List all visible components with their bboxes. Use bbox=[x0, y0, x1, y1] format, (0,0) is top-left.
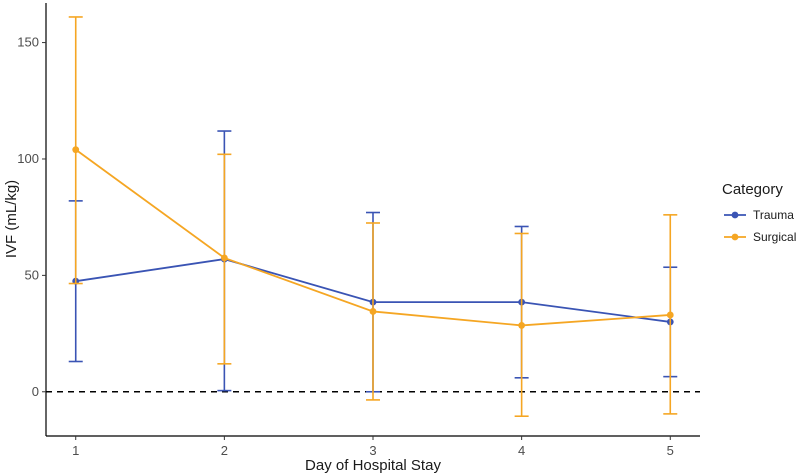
legend-label-trauma: Trauma bbox=[753, 208, 794, 222]
data-point-surgical bbox=[518, 322, 526, 329]
x-tick-label: 4 bbox=[518, 443, 525, 458]
y-tick-label: 0 bbox=[32, 384, 39, 399]
x-tick-label: 1 bbox=[72, 443, 79, 458]
series-surgical bbox=[68, 16, 678, 418]
legend-swatch-point-surgical bbox=[731, 233, 739, 241]
legend-label-surgical: Surgical bbox=[753, 230, 796, 244]
y-tick-label: 150 bbox=[17, 35, 39, 50]
data-point-surgical bbox=[220, 254, 228, 262]
x-tick-label: 3 bbox=[369, 443, 376, 458]
legend-swatch-point-trauma bbox=[731, 211, 739, 219]
data-point-surgical bbox=[369, 308, 377, 315]
y-tick-label: 100 bbox=[17, 151, 39, 166]
y-tick-label: 50 bbox=[25, 267, 39, 282]
x-tick-label: 2 bbox=[221, 443, 228, 458]
legend-entries: Trauma Surgical bbox=[724, 208, 796, 244]
x-axis-ticks: 1 2 3 4 5 bbox=[72, 436, 674, 458]
legend-item-trauma: Trauma bbox=[724, 208, 794, 222]
data-point-surgical bbox=[72, 146, 80, 154]
plot-area bbox=[46, 16, 700, 418]
legend-title: Category bbox=[722, 181, 783, 198]
x-tick-label: 5 bbox=[667, 443, 674, 458]
data-point-surgical bbox=[666, 311, 674, 319]
y-axis-title: IVF (mL/kg) bbox=[3, 180, 20, 258]
x-axis-title: Day of Hospital Stay bbox=[305, 457, 441, 474]
legend-item-surgical: Surgical bbox=[724, 230, 796, 244]
legend: Category Trauma Surgical bbox=[722, 181, 796, 244]
y-axis-ticks: 0 50 100 150 bbox=[17, 35, 46, 399]
